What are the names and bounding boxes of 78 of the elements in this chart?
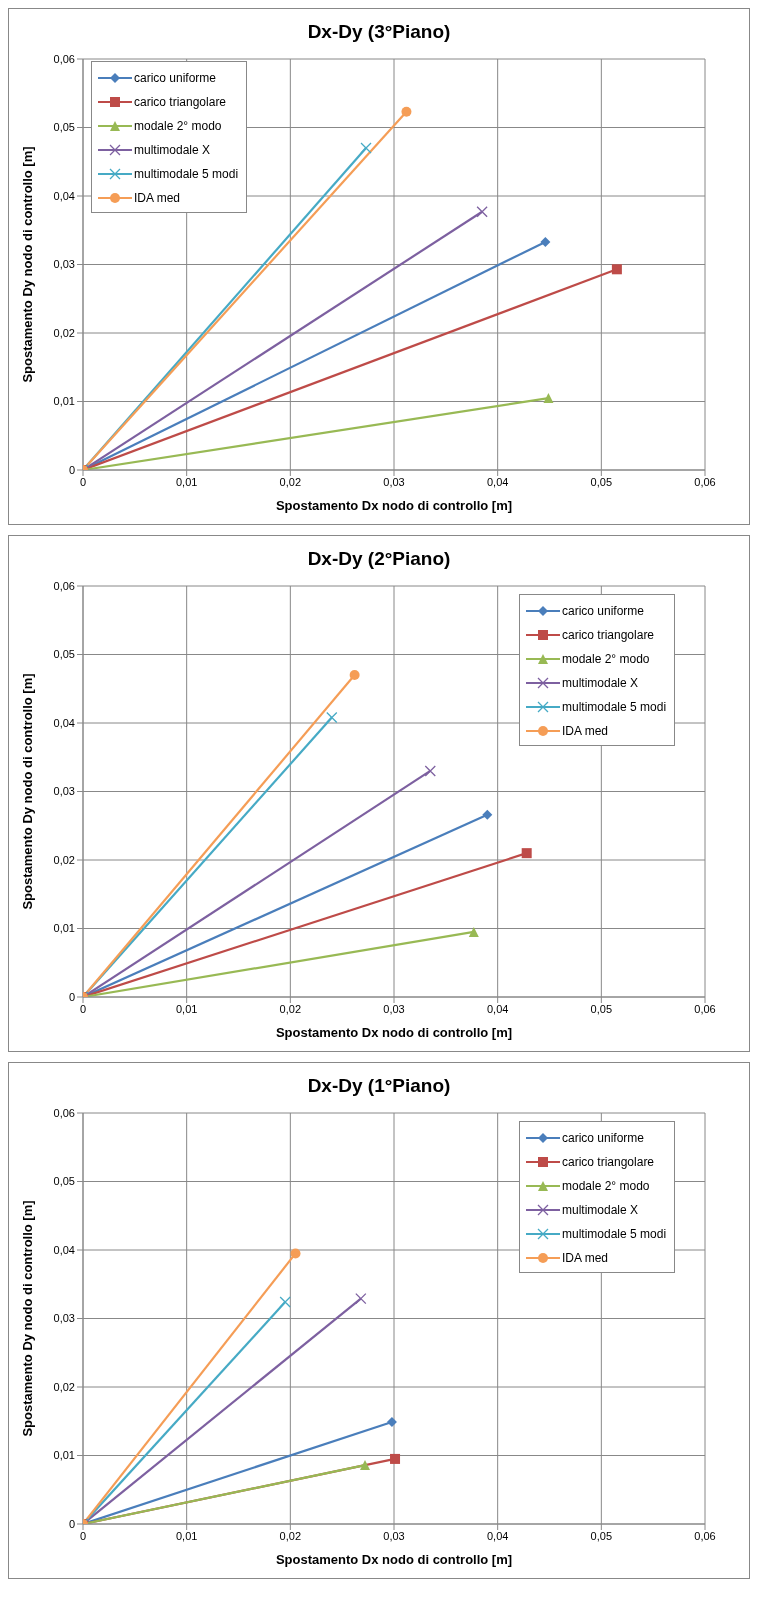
y-tick-label: 0,06 — [53, 1106, 75, 1119]
legend-label: IDA med — [562, 1251, 609, 1265]
y-tick-label: 0,04 — [53, 716, 75, 729]
y-tick-label: 0,03 — [53, 1312, 75, 1325]
y-tick-label: 0,05 — [53, 1175, 75, 1188]
legend-label: multimodale 5 modi — [562, 1227, 667, 1241]
x-tick-label: 0,01 — [175, 1002, 198, 1015]
point — [349, 670, 360, 681]
point — [326, 711, 338, 724]
y-tick-label: 0,06 — [53, 579, 75, 592]
x-tick-label: 0,04 — [486, 475, 509, 488]
legend-label: carico triangolare — [562, 628, 655, 642]
x-tick-label: 0,02 — [279, 1529, 302, 1542]
point — [540, 236, 551, 247]
y-tick-label: 0,01 — [53, 395, 75, 408]
y-tick-label: 0 — [68, 1517, 75, 1530]
y-tick-label: 0,05 — [53, 121, 75, 134]
x-tick-label: 0 — [79, 1002, 87, 1015]
legend-label: multimodale X — [134, 143, 211, 157]
legend-label: modale 2° modo — [562, 652, 650, 666]
chart-title: Dx-Dy (1°Piano) — [306, 1074, 452, 1098]
y-tick-label: 0,02 — [53, 1380, 75, 1393]
x-tick-label: 0,01 — [175, 475, 198, 488]
legend-label: carico triangolare — [134, 95, 227, 109]
y-tick-label: 0,02 — [53, 326, 75, 339]
y-axis-title: Spostamento Dy nodo di controllo [m] — [19, 1200, 35, 1437]
legend-label: carico uniforme — [562, 604, 645, 618]
point — [482, 809, 493, 820]
legend-label: IDA med — [562, 724, 609, 738]
y-tick-label: 0,06 — [53, 52, 75, 65]
x-tick-label: 0,05 — [590, 1002, 613, 1015]
point — [401, 106, 412, 117]
chart-title: Dx-Dy (2°Piano) — [306, 547, 452, 571]
x-tick-label: 0,04 — [486, 1529, 509, 1542]
point — [279, 1296, 291, 1308]
legend-label: IDA med — [134, 191, 181, 205]
y-tick-label: 0,01 — [53, 922, 75, 935]
x-tick-label: 0 — [79, 1529, 87, 1542]
x-axis-title: Spostamento Dx nodo di controllo [m] — [275, 1025, 513, 1040]
point — [386, 1416, 397, 1427]
y-tick-label: 0 — [68, 463, 75, 476]
chart-title: Dx-Dy (3°Piano) — [306, 20, 452, 44]
x-tick-label: 0,03 — [383, 475, 405, 488]
y-tick-label: 0,03 — [53, 258, 75, 271]
x-tick-label: 0,03 — [383, 1529, 405, 1542]
legend-label: modale 2° modo — [134, 119, 222, 133]
x-tick-label: 0,06 — [694, 475, 716, 488]
x-tick-label: 0,05 — [590, 475, 613, 488]
point — [290, 1248, 301, 1259]
x-tick-label: 0,03 — [383, 1002, 405, 1015]
y-axis-title: Spostamento Dy nodo di controllo [m] — [19, 673, 35, 910]
legend-label: multimodale 5 modi — [134, 167, 239, 181]
y-tick-label: 0,04 — [53, 1243, 75, 1256]
legend-label: modale 2° modo — [562, 1179, 650, 1193]
legend-label: multimodale 5 modi — [562, 700, 667, 714]
x-tick-label: 0,04 — [486, 1002, 509, 1015]
point — [360, 142, 372, 154]
y-tick-label: 0,03 — [53, 785, 75, 798]
y-tick-label: 0,05 — [53, 648, 75, 661]
y-tick-label: 0,02 — [53, 853, 75, 866]
y-tick-label: 0,01 — [53, 1449, 75, 1462]
x-axis-title: Spostamento Dx nodo di controllo [m] — [275, 1552, 513, 1567]
legend-label: multimodale X — [562, 1203, 639, 1217]
x-tick-label: 0,06 — [694, 1529, 716, 1542]
x-tick-label: 0,05 — [590, 1529, 613, 1542]
legend-label: carico triangolare — [562, 1155, 655, 1169]
x-tick-label: 0,02 — [279, 475, 302, 488]
x-tick-label: 0 — [79, 475, 87, 488]
x-tick-label: 0,06 — [694, 1002, 716, 1015]
legend-label: carico uniforme — [562, 1131, 645, 1145]
y-tick-label: 0,04 — [53, 189, 75, 202]
x-tick-label: 0,01 — [175, 1529, 198, 1542]
y-tick-label: 0 — [68, 990, 75, 1003]
y-axis-title: Spostamento Dy nodo di controllo [m] — [19, 146, 35, 383]
legend-label: carico uniforme — [134, 71, 217, 85]
legend-label: multimodale X — [562, 676, 639, 690]
x-axis-title: Spostamento Dx nodo di controllo [m] — [275, 498, 513, 513]
x-tick-label: 0,02 — [279, 1002, 302, 1015]
